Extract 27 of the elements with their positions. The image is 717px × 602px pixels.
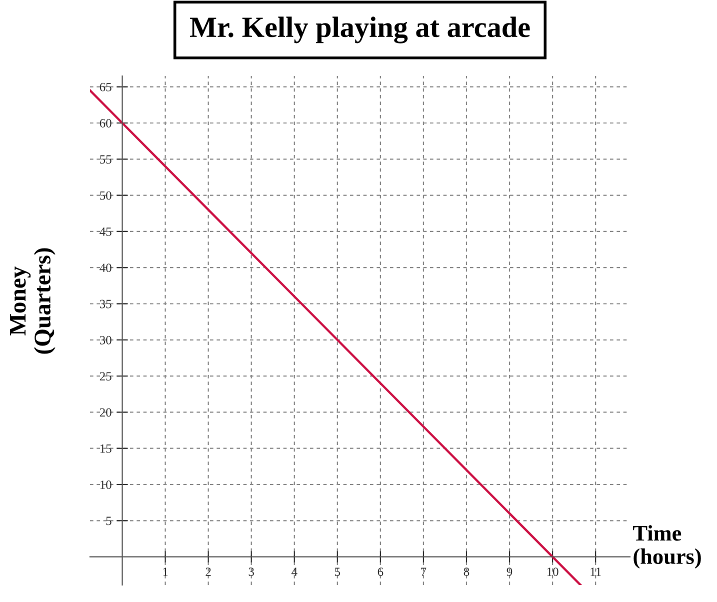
x-tick-label: 5: [335, 568, 340, 576]
y-tick-label: 5: [106, 516, 112, 526]
x-tick-label: 6: [378, 568, 384, 576]
y-tick-label: 25: [100, 372, 112, 381]
x-tick-label: 10: [547, 568, 558, 576]
x-tick-label: 7: [421, 568, 426, 576]
y-tick-label: 10: [100, 480, 112, 489]
y-tick-label: 35: [100, 300, 112, 308]
y-axis-title: Money (Quarters): [10, 248, 56, 354]
x-tick-label: 4: [292, 568, 298, 576]
x-tick-label: 1: [163, 568, 168, 576]
x-tick-label: 9: [506, 568, 512, 576]
y-tick-label: 50: [100, 191, 112, 200]
x-tick-label: 11: [590, 568, 601, 576]
y-tick-label: 55: [100, 155, 112, 164]
y-tick-label: 15: [100, 444, 112, 453]
x-tick-label: 2: [206, 568, 211, 576]
x-tick-label: 3: [248, 568, 254, 576]
y-tick-label: 65: [100, 82, 112, 92]
y-tick-label: 40: [100, 264, 112, 272]
x-tick-label: 8: [464, 568, 470, 576]
y-tick-label: 60: [100, 119, 112, 128]
x-axis-title: Time (hours): [633, 525, 701, 569]
y-tick-label: 20: [100, 408, 112, 417]
chart-title: Mr. Kelly playing at arcade: [190, 16, 530, 44]
y-tick-label: 30: [100, 336, 112, 344]
y-tick-label: 45: [100, 228, 112, 236]
